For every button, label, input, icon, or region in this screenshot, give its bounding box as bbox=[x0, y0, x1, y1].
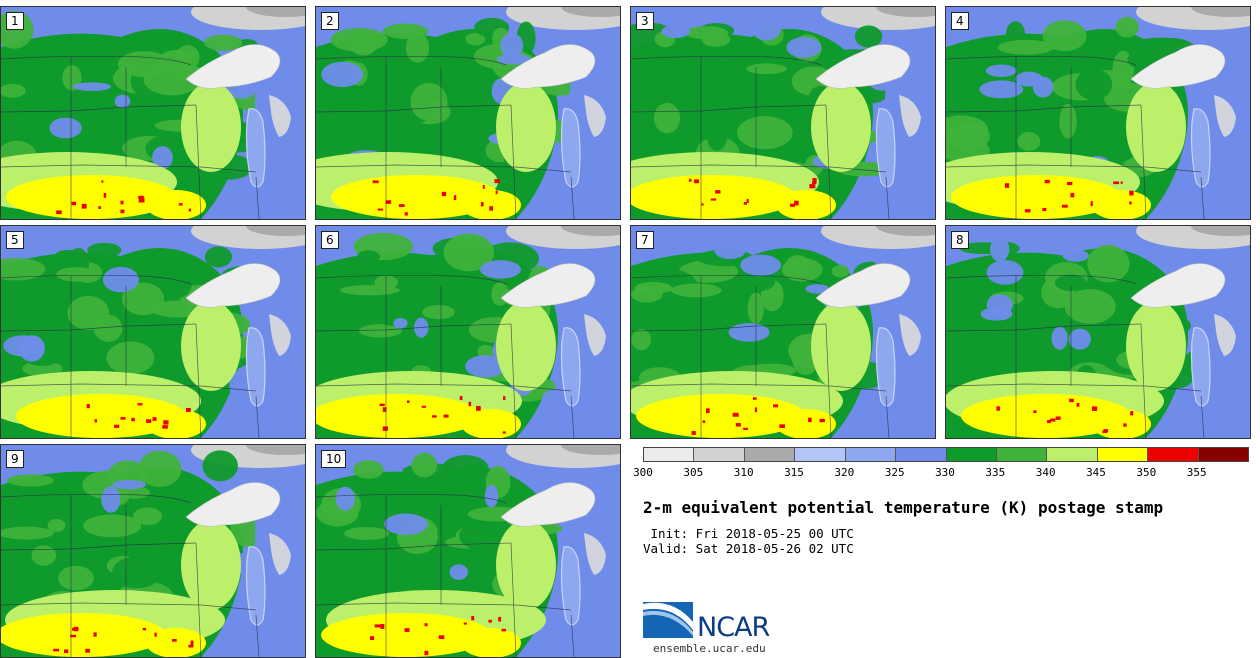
init-time: Init: Fri 2018-05-25 00 UTC bbox=[643, 526, 854, 541]
colorbar-tick-label: 315 bbox=[784, 466, 804, 479]
colorbar-segment bbox=[845, 448, 897, 461]
colorbar-tick-label: 330 bbox=[935, 466, 955, 479]
colorbar-tick-label: 355 bbox=[1186, 466, 1207, 479]
colorbar-tick-label: 310 bbox=[733, 466, 754, 479]
colorbar-segment bbox=[744, 448, 796, 461]
map-panel: 10 bbox=[315, 444, 621, 658]
map-icon bbox=[316, 7, 620, 219]
map-icon bbox=[631, 226, 935, 438]
ncar-logo-icon bbox=[643, 602, 693, 638]
colorbar bbox=[643, 447, 1249, 462]
colorbar-tick-label: 320 bbox=[834, 466, 855, 479]
map-icon bbox=[1, 445, 305, 657]
colorbar-segment bbox=[795, 448, 846, 461]
panel-number: 4 bbox=[951, 12, 969, 30]
website-url: ensemble.ucar.edu bbox=[653, 642, 766, 655]
panel-number: 7 bbox=[636, 231, 654, 249]
colorbar-segment bbox=[1148, 448, 1199, 461]
colorbar-segment bbox=[694, 448, 745, 461]
map-icon bbox=[946, 226, 1250, 438]
colorbar-tick-label: 340 bbox=[1035, 466, 1056, 479]
map-icon bbox=[631, 7, 935, 219]
panel-number: 8 bbox=[951, 231, 969, 249]
map-panel: 7 bbox=[630, 225, 936, 439]
panel-number: 2 bbox=[321, 12, 339, 30]
map-panel: 6 bbox=[315, 225, 621, 439]
map-icon bbox=[316, 226, 620, 438]
map-panel: 5 bbox=[0, 225, 306, 439]
panel-number: 6 bbox=[321, 231, 339, 249]
colorbar-segment bbox=[896, 448, 947, 461]
panel-number: 1 bbox=[6, 12, 24, 30]
map-panel: 4 bbox=[945, 6, 1251, 220]
panel-number: 3 bbox=[636, 12, 654, 30]
map-icon bbox=[316, 445, 620, 657]
colorbar-segment bbox=[1047, 448, 1098, 461]
colorbar-segment bbox=[1198, 448, 1249, 461]
panel-number: 10 bbox=[321, 450, 347, 468]
logo-name: NCAR bbox=[697, 612, 770, 643]
map-panel: 3 bbox=[630, 6, 936, 220]
map-icon bbox=[1, 7, 305, 219]
colorbar-tick-label: 345 bbox=[1086, 466, 1106, 479]
colorbar-segment bbox=[1097, 448, 1149, 461]
colorbar-segment bbox=[946, 448, 997, 461]
colorbar-segment bbox=[996, 448, 1048, 461]
valid-time: Valid: Sat 2018-05-26 02 UTC bbox=[643, 541, 854, 556]
colorbar-segment bbox=[644, 448, 695, 461]
colorbar-tick-label: 350 bbox=[1136, 466, 1157, 479]
map-panel: 8 bbox=[945, 225, 1251, 439]
chart-title: 2-m equivalent potential temperature (K)… bbox=[643, 498, 1164, 517]
colorbar-tick-label: 325 bbox=[884, 466, 905, 479]
colorbar-tick-label: 305 bbox=[683, 466, 704, 479]
map-icon bbox=[1, 226, 305, 438]
colorbar-tick-label: 300 bbox=[633, 466, 653, 479]
panel-number: 9 bbox=[6, 450, 24, 468]
panel-number: 5 bbox=[6, 231, 24, 249]
map-icon bbox=[946, 7, 1250, 219]
colorbar-tick-label: 335 bbox=[985, 466, 1006, 479]
map-panel: 9 bbox=[0, 444, 306, 658]
map-panel: 2 bbox=[315, 6, 621, 220]
map-panel: 1 bbox=[0, 6, 306, 220]
